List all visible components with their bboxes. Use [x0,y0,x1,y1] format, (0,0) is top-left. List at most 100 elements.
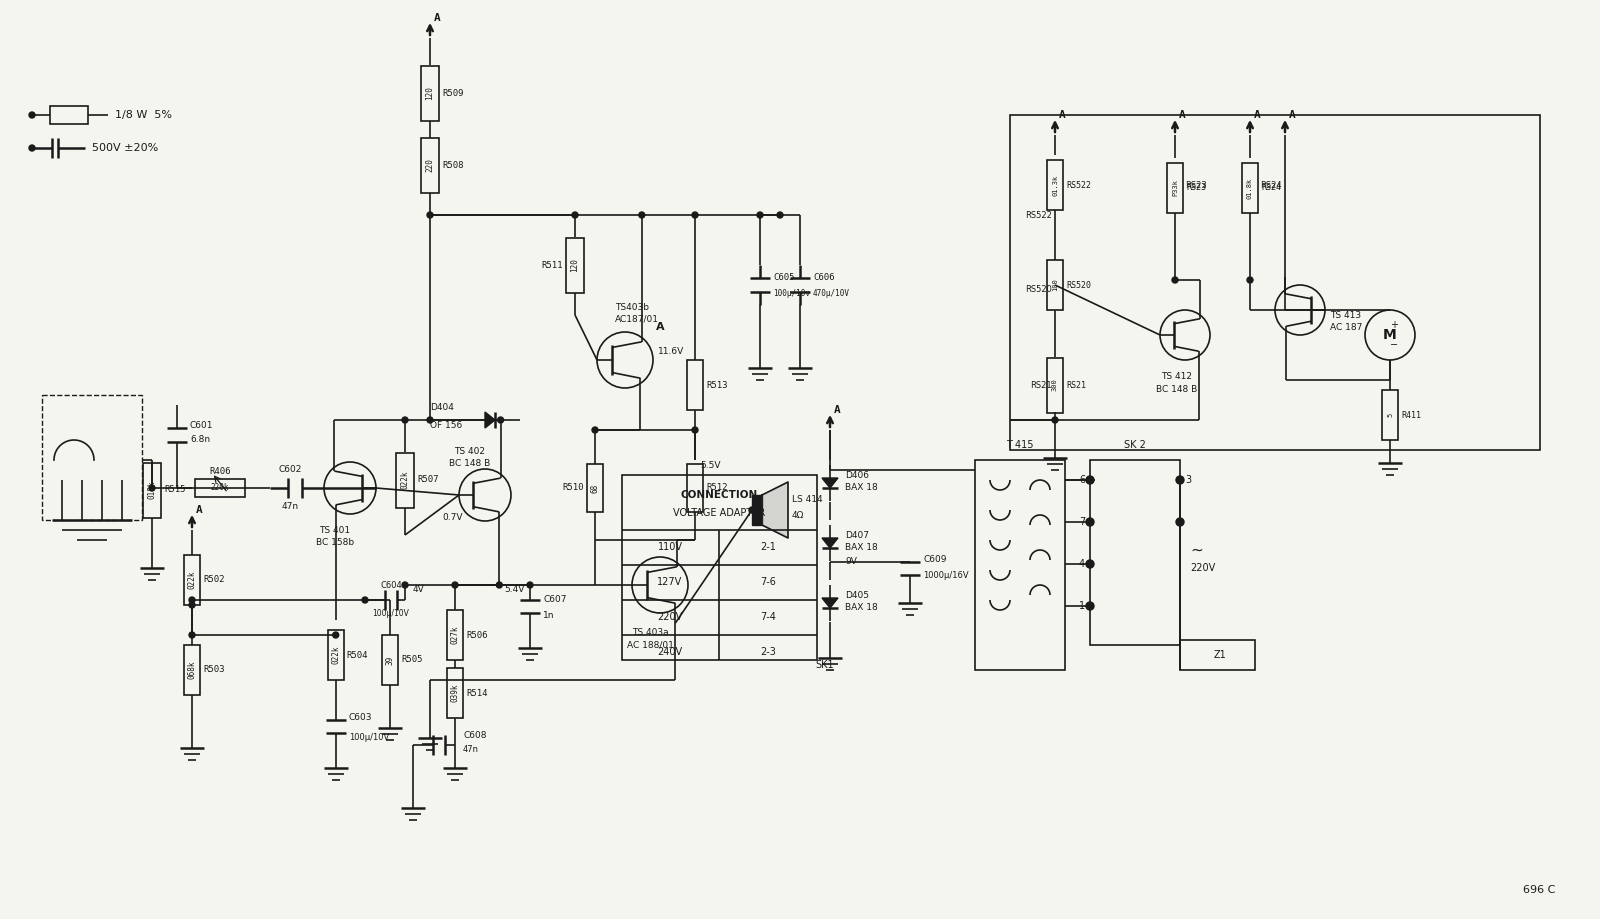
Text: RS23: RS23 [1186,180,1206,189]
Circle shape [1176,518,1184,526]
Polygon shape [822,478,838,488]
Text: C607: C607 [542,596,566,605]
Text: BC 148 B: BC 148 B [1157,385,1198,394]
Text: C604: C604 [381,581,402,589]
Text: 220k: 220k [211,483,229,493]
Text: 2-3: 2-3 [760,647,776,657]
Circle shape [189,602,195,608]
Text: 1n: 1n [542,610,555,619]
Text: BC 148 B: BC 148 B [450,459,491,468]
Text: D405: D405 [845,591,869,599]
Polygon shape [485,412,494,428]
Bar [587,464,603,512]
Text: RS21: RS21 [1030,380,1053,390]
Circle shape [427,212,434,218]
Text: 01.3k: 01.3k [1053,175,1058,196]
Text: 1/8 W  5%: 1/8 W 5% [115,110,173,120]
Text: RS21: RS21 [1066,380,1086,390]
Circle shape [29,112,35,118]
Circle shape [638,212,645,218]
Text: 7-6: 7-6 [760,577,776,587]
Text: 500V ±20%: 500V ±20% [93,143,158,153]
Text: R515: R515 [165,485,186,494]
Text: 022k: 022k [400,471,410,489]
Text: CONNECTION: CONNECTION [680,490,758,500]
Bar [622,475,818,660]
Text: AC187/01: AC187/01 [614,314,659,323]
Circle shape [362,597,368,603]
Bar [42,395,142,520]
Circle shape [691,427,698,433]
Text: BAX 18: BAX 18 [845,543,878,552]
Text: 5.4V: 5.4V [504,585,525,595]
Circle shape [573,212,578,218]
Text: 3: 3 [1186,475,1190,485]
Bar [184,645,200,695]
Text: 696 C: 696 C [1523,885,1555,895]
Text: R503: R503 [203,665,224,675]
Polygon shape [762,482,787,538]
Text: RS520: RS520 [1026,286,1053,294]
Text: RS24: RS24 [1261,184,1282,192]
Text: AC 188/01: AC 188/01 [627,640,674,649]
Circle shape [333,632,339,638]
Circle shape [402,582,408,588]
Text: 6: 6 [1078,475,1085,485]
Bar [50,106,88,124]
Text: 1: 1 [1078,601,1085,611]
Text: 9V: 9V [845,558,858,566]
Text: −: − [1390,340,1398,350]
Bar [328,630,344,680]
Bar [1242,163,1258,213]
Text: R512: R512 [706,483,728,493]
Bar [1181,640,1254,670]
Text: TS 402: TS 402 [454,447,485,456]
Text: 240V: 240V [658,647,683,657]
Text: SK 2: SK 2 [1125,440,1146,450]
Circle shape [1053,417,1058,423]
Text: R506: R506 [466,630,488,640]
Text: A: A [1179,110,1186,120]
Circle shape [1246,277,1253,283]
Text: R511: R511 [541,260,563,269]
Text: TS403b: TS403b [614,302,650,312]
Circle shape [592,427,598,433]
Text: D404: D404 [430,403,454,413]
Text: VOLTAGE ADAPTER: VOLTAGE ADAPTER [674,508,765,518]
Bar [446,668,462,718]
Text: 7-4: 7-4 [760,612,776,622]
Text: LS 414: LS 414 [792,495,822,505]
Circle shape [1086,518,1094,526]
Text: R507: R507 [418,475,438,484]
Bar [142,463,162,518]
Text: A: A [656,322,664,332]
Text: 100μ/10v: 100μ/10v [773,289,810,298]
Text: R514: R514 [466,688,488,698]
Text: 220V: 220V [658,612,683,622]
Text: RS23: RS23 [1186,184,1206,192]
Circle shape [757,212,763,218]
Text: R510: R510 [563,483,584,493]
Text: 68: 68 [590,483,600,493]
Circle shape [427,417,434,423]
Bar [1046,160,1062,210]
Text: 39: 39 [386,655,395,664]
Text: C603: C603 [349,713,373,722]
Text: C609: C609 [923,555,947,564]
Text: 100: 100 [1053,278,1058,291]
Bar [686,464,702,512]
Bar [752,495,762,525]
Bar [421,66,438,121]
Text: SK1: SK1 [816,660,834,670]
Circle shape [189,632,195,638]
Bar [397,453,414,508]
Text: 5: 5 [1387,413,1394,417]
Circle shape [1086,560,1094,568]
Bar [446,610,462,660]
Bar [1166,163,1182,213]
Bar [1382,390,1398,440]
Text: R508: R508 [442,161,464,169]
Text: AC 187: AC 187 [1330,323,1362,333]
Text: OF 156: OF 156 [430,421,462,429]
Text: D407: D407 [845,530,869,539]
